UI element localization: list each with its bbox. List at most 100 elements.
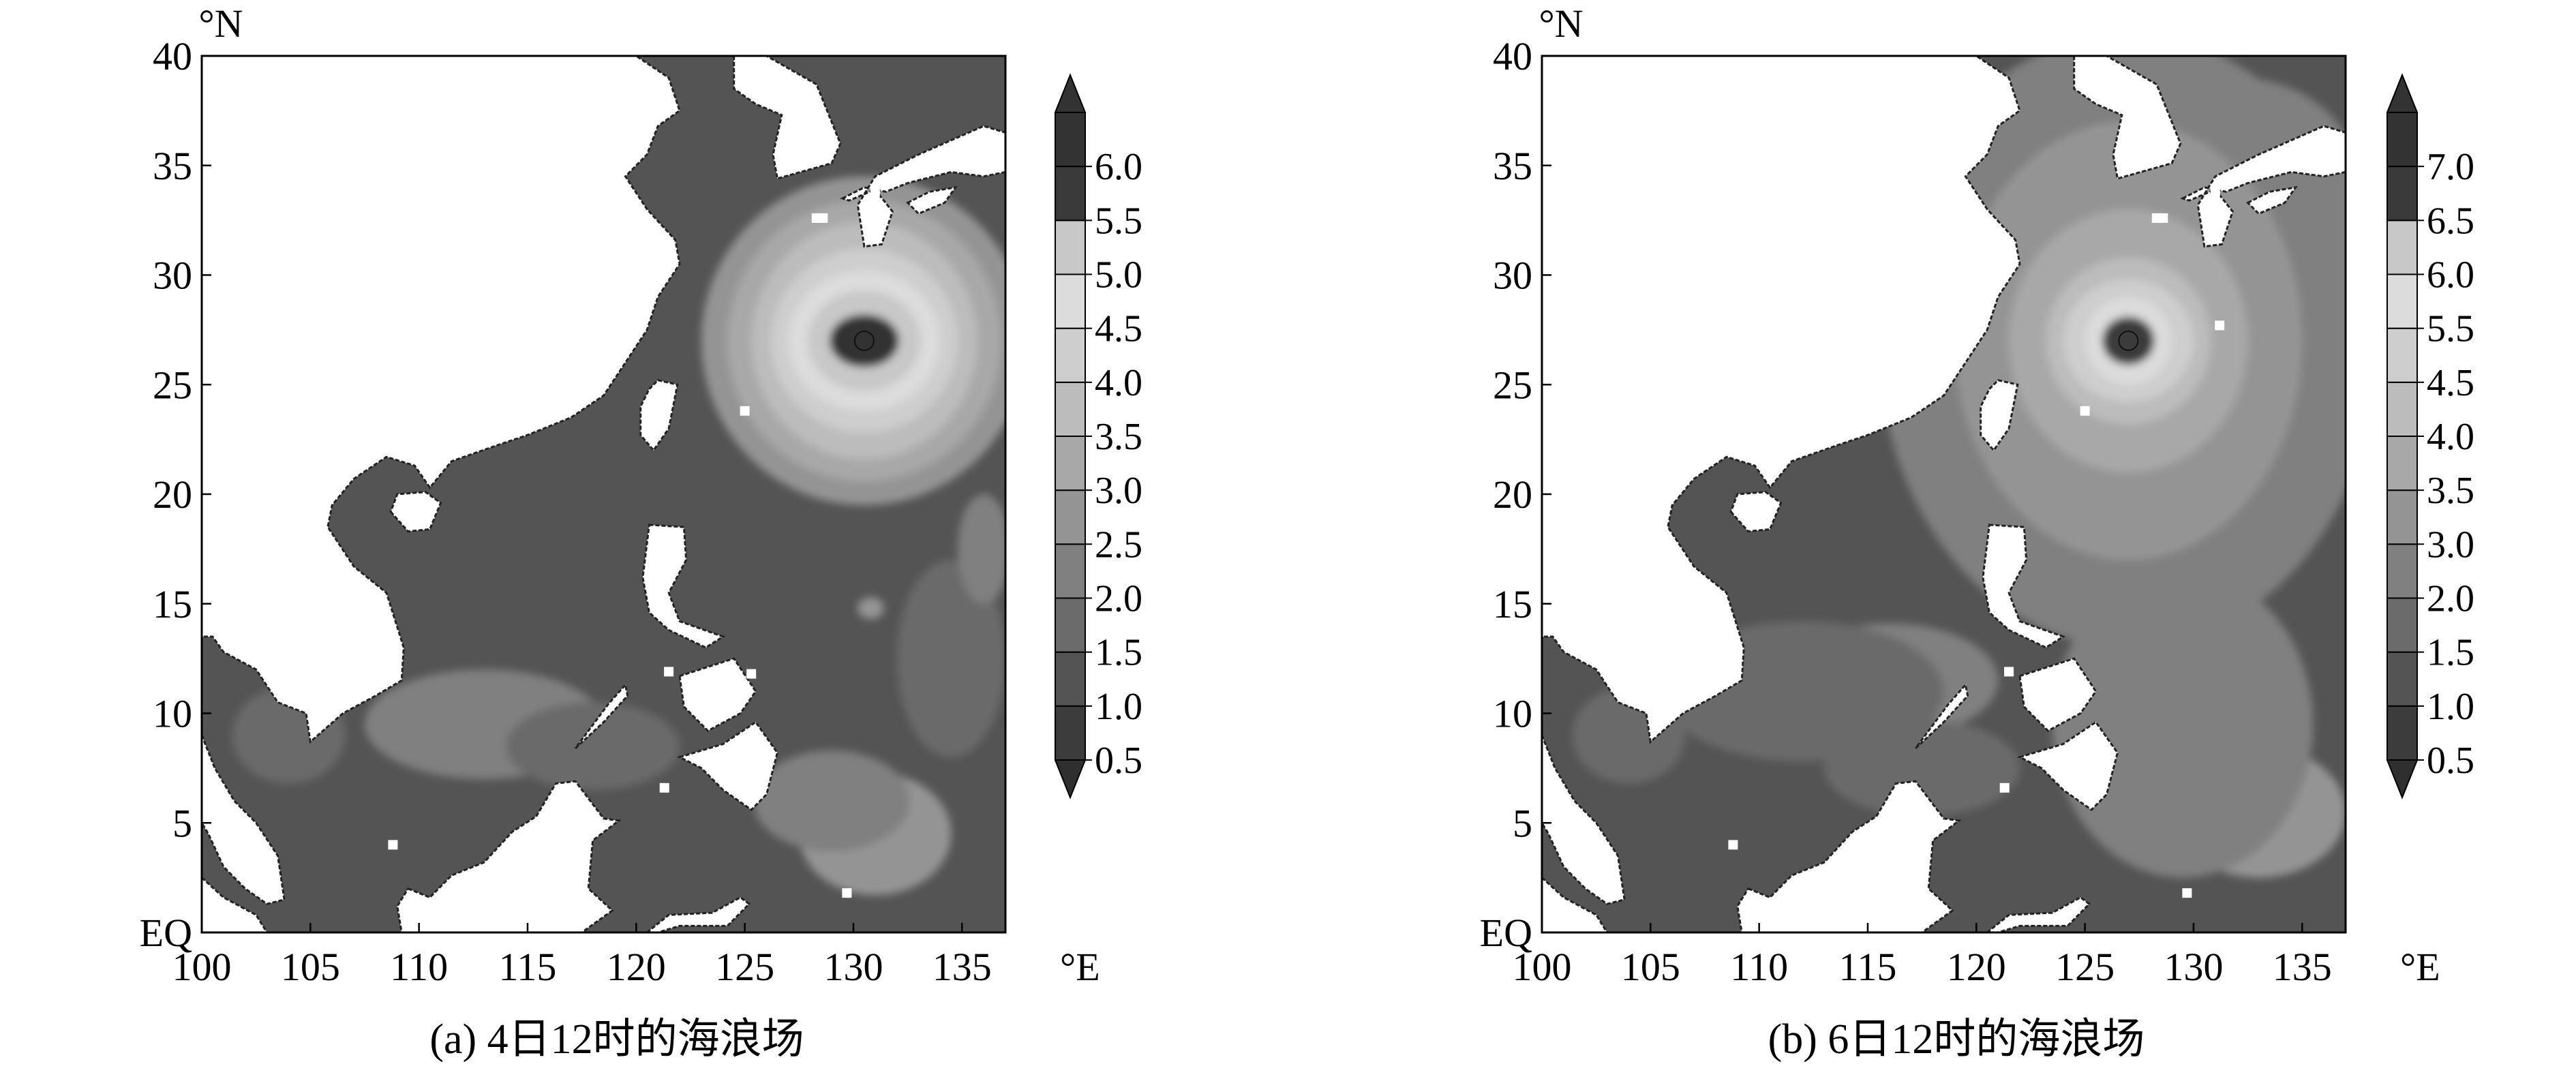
y-tick-label: 10: [153, 692, 192, 736]
wave-patch-3: [896, 560, 1005, 757]
y-unit-label: °N: [1539, 1, 1583, 46]
typhoon-contour-6: [2102, 316, 2155, 365]
land-mass-1: [1542, 735, 1626, 905]
colorbar-label: 1.5: [2427, 632, 2474, 674]
colorbar-label: 3.5: [1095, 416, 1142, 458]
colorbar-label: 5.0: [1095, 254, 1142, 297]
colorbar-segment-6: [1055, 436, 1086, 491]
typhoon-eye-marker: [853, 330, 875, 351]
missing-cell-9: [2182, 888, 2192, 898]
colorbar-segment-1: [2386, 705, 2418, 761]
land-mass-3: [1729, 491, 1783, 533]
x-tick-label: 125: [2055, 945, 2115, 989]
x-unit-label: °E: [2400, 945, 2440, 989]
missing-cell-2: [2210, 187, 2220, 197]
missing-cell-8: [746, 669, 757, 679]
missing-cell-7: [2004, 667, 2014, 677]
missing-cell-4: [659, 782, 669, 793]
y-tick-label: EQ: [140, 911, 192, 955]
y-unit-label: °N: [198, 1, 243, 46]
x-tick-label: 105: [1621, 945, 1680, 989]
y-tick-label: EQ: [1480, 911, 1532, 955]
colorbar-label: 4.0: [2427, 416, 2474, 458]
land-mass-5: [733, 56, 842, 180]
x-tick-label: 135: [933, 945, 992, 989]
typhoon-eye-marker: [2118, 330, 2139, 351]
colorbar-segment-12: [1055, 112, 1086, 168]
wave-patch-7: [858, 597, 884, 620]
missing-cell-1: [818, 213, 828, 223]
land-mass-7: [2246, 185, 2299, 215]
land-mass-13: [1985, 896, 2091, 932]
land-mass-2: [1542, 876, 1609, 932]
land-mass-3: [389, 491, 442, 533]
colorbar-segment-11: [2386, 166, 2418, 222]
colorbar-segment-12: [2386, 112, 2418, 168]
y-tick-label: 5: [1513, 801, 1532, 845]
colorbar-label: 1.5: [1095, 632, 1142, 674]
x-tick-label: 120: [607, 945, 666, 989]
wave-patch-5: [753, 750, 910, 852]
wave-patch-3: [2052, 571, 2314, 878]
panel-b: 100 105 110 115 120 125 130 135 EQ 5 10 15 20 25 30 35 4…: [1480, 1, 2474, 1063]
land-mass-12: [1736, 780, 1962, 932]
colorbar-label: 4.5: [1095, 308, 1142, 350]
missing-cell-4: [2215, 320, 2225, 331]
colorbar-label: 2.5: [1095, 523, 1142, 566]
colorbar-label: 4.0: [1095, 362, 1142, 404]
colorbar-segment-4: [1055, 543, 1086, 599]
wave-patch-1: [506, 702, 680, 791]
colorbar-segment-7: [2386, 381, 2418, 437]
land-mass-4: [639, 379, 679, 453]
y-tick-label: 20: [153, 472, 192, 517]
colorbar-label: 0.5: [2427, 740, 2474, 782]
colorbar-segment-10: [1055, 219, 1086, 275]
land-mass-1: [202, 735, 286, 905]
colorbar-segment-8: [2386, 327, 2418, 383]
x-unit-label: °E: [1060, 945, 1100, 989]
colorbar-label: 6.0: [1095, 146, 1142, 188]
panel-caption: (a) 4日12时的海浪场: [429, 1016, 804, 1063]
colorbar-segment-5: [1055, 489, 1086, 545]
colorbar-segment-2: [1055, 651, 1086, 707]
colorbar-label: 6.5: [2427, 200, 2474, 242]
y-tick-label: 15: [1493, 582, 1532, 626]
missing-cell-7: [731, 690, 741, 701]
colorbar-segment-1: [1055, 705, 1086, 761]
missing-cell-9: [842, 888, 852, 898]
colorbar-segment-10: [2386, 219, 2418, 275]
colorbar-label: 2.0: [1095, 578, 1142, 620]
y-tick-label: 30: [1493, 254, 1532, 298]
colorbar-segment-8: [1055, 327, 1086, 383]
land-mass-4: [1980, 379, 2019, 453]
missing-cell-5: [388, 840, 398, 850]
colorbar-segment-9: [2386, 273, 2418, 329]
land-mass-11: [574, 682, 629, 749]
land-mass-8: [1982, 523, 2066, 649]
y-tick-label: 20: [1493, 472, 1532, 517]
land-mass-0: [1542, 56, 2021, 744]
colorbar-min-extend: [2386, 759, 2419, 800]
missing-cell-2: [870, 187, 880, 197]
missing-cell-3: [2080, 406, 2090, 416]
y-tick-label: 40: [1493, 34, 1532, 78]
y-tick-label: 30: [153, 254, 192, 298]
colorbar-label: 6.0: [2427, 254, 2474, 297]
colorbar-label: 3.0: [1095, 470, 1142, 512]
missing-cell-8: [2071, 690, 2081, 701]
panel-a: 100 105 110 115 120 125 130 135 EQ 5 10 15 20 25 30 35 4…: [140, 1, 1142, 1063]
colorbar-label: 2.0: [2427, 578, 2474, 620]
missing-cell-1: [2158, 213, 2168, 223]
wave-field: [202, 56, 1005, 932]
land-mass-6: [840, 125, 1005, 248]
land-mass-0: [202, 56, 681, 744]
colorbar-label: 5.5: [1095, 200, 1142, 242]
colorbar: 0.5 1.0 1.5 2.0 2.5 3.0 3.5 4.0 4.5 5.0 5.5 6.0: [1054, 73, 1142, 800]
x-tick-label: 125: [715, 945, 774, 989]
colorbar-segment-11: [1055, 166, 1086, 222]
colorbar-segment-7: [1055, 381, 1086, 437]
x-tick-label: 100: [1513, 945, 1572, 989]
land-mass-2: [202, 876, 269, 932]
x-tick-label: 135: [2273, 945, 2332, 989]
x-tick-label: 105: [281, 945, 340, 989]
